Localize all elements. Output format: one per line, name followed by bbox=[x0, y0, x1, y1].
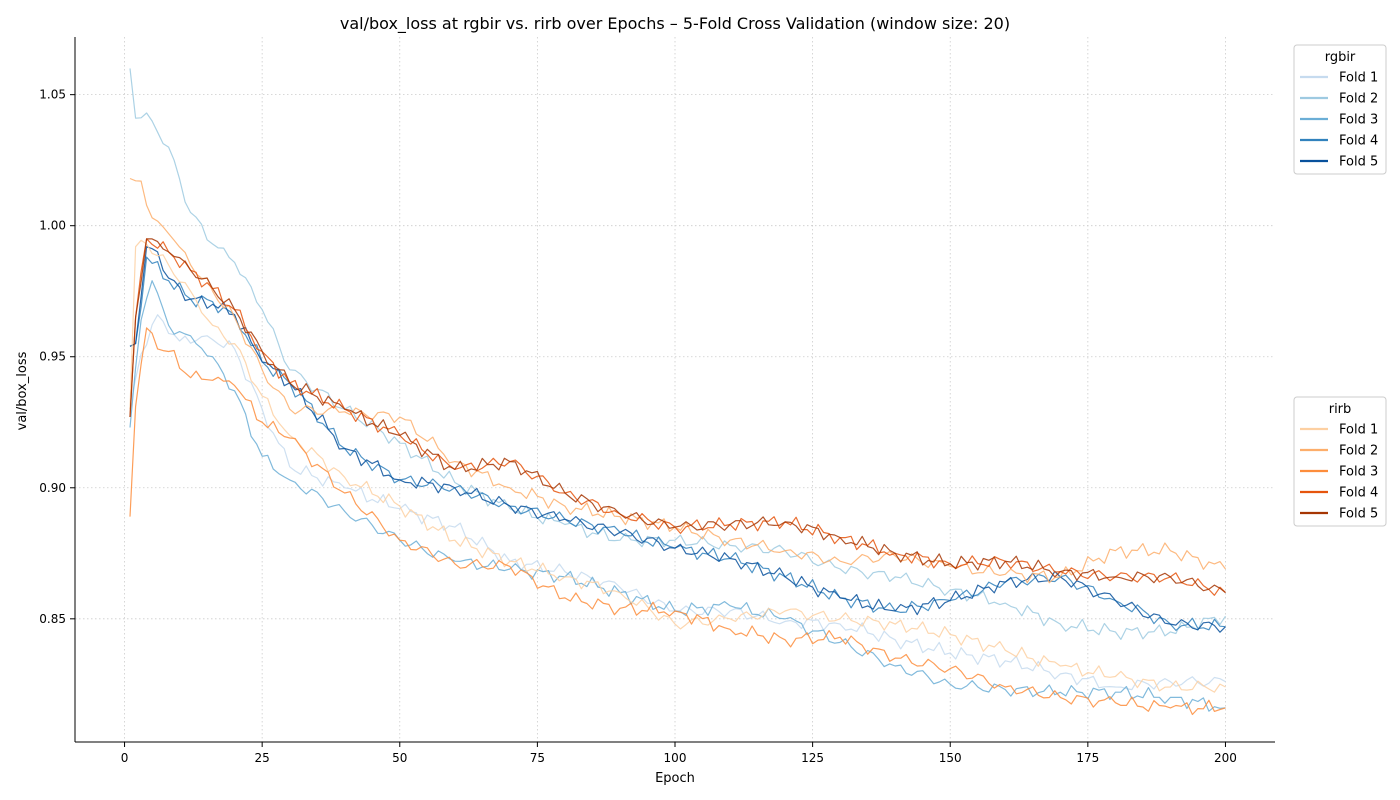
legend-rirb: rirb Fold 1 Fold 2 Fold 3 Fold 4 Fold 5 bbox=[1293, 396, 1387, 527]
x-tick-label: 150 bbox=[939, 751, 962, 765]
series-line-rirb-fold-1 bbox=[129, 239, 1226, 693]
axes: 0 25 50 75 100 125 150 175 200 0.85 0.90 0.95 1.00 1.… bbox=[39, 37, 1275, 765]
x-tick-label: 25 bbox=[255, 751, 270, 765]
series-group bbox=[129, 68, 1226, 716]
series-line-rgbir-fold-2 bbox=[129, 68, 1226, 641]
x-tick-label: 125 bbox=[801, 751, 824, 765]
legend-entry-label: Fold 5 bbox=[1339, 507, 1378, 522]
legend-entry-label: Fold 1 bbox=[1339, 71, 1378, 86]
legend-title: rirb bbox=[1329, 402, 1352, 417]
y-tick-label: 1.00 bbox=[39, 219, 66, 233]
x-tick-label: 75 bbox=[530, 751, 545, 765]
x-tick-label: 175 bbox=[1076, 751, 1099, 765]
x-tick-label: 0 bbox=[121, 751, 129, 765]
legend-entry-label: Fold 5 bbox=[1339, 155, 1378, 170]
legend-rgbir: rgbir Fold 1 Fold 2 Fold 3 Fold 4 Fold 5 bbox=[1293, 44, 1387, 175]
x-tick-label: 50 bbox=[392, 751, 407, 765]
series-line-rirb-fold-2 bbox=[129, 177, 1226, 584]
legend-title: rgbir bbox=[1325, 50, 1356, 65]
legend-entry-label: Fold 2 bbox=[1339, 92, 1378, 107]
series-line-rgbir-fold-1 bbox=[129, 314, 1226, 691]
x-tick-label: 200 bbox=[1214, 751, 1237, 765]
legend-entry-label: Fold 4 bbox=[1339, 486, 1378, 501]
x-tick-label: 100 bbox=[664, 751, 687, 765]
series-line-rirb-fold-5 bbox=[129, 238, 1226, 594]
y-tick-label: 1.05 bbox=[39, 88, 66, 102]
legend-entry-label: Fold 3 bbox=[1339, 465, 1378, 480]
y-tick-label: 0.90 bbox=[39, 481, 66, 495]
legend-entry-label: Fold 3 bbox=[1339, 113, 1378, 128]
y-tick-label: 0.85 bbox=[39, 612, 66, 626]
y-tick-label: 0.95 bbox=[39, 350, 66, 364]
series-line-rirb-fold-3 bbox=[129, 327, 1226, 716]
x-axis-label: Epoch bbox=[655, 771, 695, 786]
y-axis-label: val/box_loss bbox=[15, 351, 30, 430]
series-line-rgbir-fold-5 bbox=[129, 246, 1226, 633]
legend-entry-label: Fold 1 bbox=[1339, 423, 1378, 438]
legend-entry-label: Fold 2 bbox=[1339, 444, 1378, 459]
chart-title: val/box_loss at rgbir vs. rirb over Epoc… bbox=[340, 14, 1010, 34]
legends: rgbir Fold 1 Fold 2 Fold 3 Fold 4 Fold 5 rirb F… bbox=[1293, 44, 1387, 527]
grid bbox=[75, 37, 1275, 742]
series-line-rgbir-fold-3 bbox=[129, 280, 1226, 712]
series-line-rirb-fold-4 bbox=[129, 238, 1226, 596]
legend-entry-label: Fold 4 bbox=[1339, 134, 1378, 149]
